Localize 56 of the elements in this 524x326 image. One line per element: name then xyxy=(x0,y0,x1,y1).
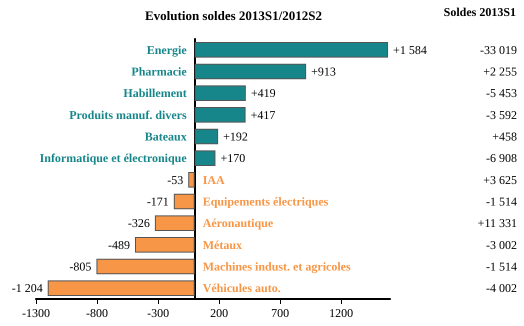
data-label: -53 xyxy=(167,172,184,187)
data-label: +913 xyxy=(311,64,336,78)
y-tick-label: Véhicules auto. xyxy=(202,281,281,296)
bar xyxy=(194,85,246,101)
y-tick-label: Bateaux xyxy=(144,130,187,144)
bar xyxy=(135,237,195,253)
y-tick-label: IAA xyxy=(202,172,226,187)
text: Soldes 2013S1 xyxy=(444,5,516,19)
bar xyxy=(188,172,195,188)
y-tick-label: Equipements électriques xyxy=(202,194,329,208)
x-tick-label: 700 xyxy=(271,306,290,320)
y-tick-label: Machines indust. et agricoles xyxy=(202,260,352,274)
bar xyxy=(154,215,195,231)
bar xyxy=(174,194,195,210)
text: -3 002 xyxy=(486,238,517,252)
text: -4 002 xyxy=(486,281,517,296)
x-tick-label: -1300 xyxy=(22,306,50,320)
bar xyxy=(96,258,195,274)
x-tick-label: -300 xyxy=(147,306,170,320)
text: -6 908 xyxy=(486,151,517,166)
x-tick-label: 200 xyxy=(210,306,228,320)
data-label: +419 xyxy=(250,86,276,100)
data-label: -171 xyxy=(146,194,169,208)
bar xyxy=(194,128,218,144)
data-label: -489 xyxy=(108,238,130,252)
text: +11 331 xyxy=(478,216,517,230)
data-label: -326 xyxy=(128,216,150,230)
data-label: +1 584 xyxy=(393,42,427,57)
y-tick-label: Métaux xyxy=(202,238,242,252)
text: -1 514 xyxy=(486,260,517,274)
data-label: +417 xyxy=(250,108,276,122)
data-label: -805 xyxy=(69,260,92,274)
bar xyxy=(194,64,306,80)
y-tick-label: Pharmacie xyxy=(131,64,188,78)
bar xyxy=(194,42,388,58)
text: +458 xyxy=(492,130,517,144)
data-label: +192 xyxy=(223,130,248,144)
y-tick-label: Informatique et électronique xyxy=(40,151,188,166)
data-label: +170 xyxy=(220,151,246,166)
x-tick-label: 1200 xyxy=(329,306,354,320)
y-tick-label: Produits manuf. divers xyxy=(69,108,188,122)
bar xyxy=(48,280,195,296)
chart-title: Evolution soldes 2013S1/2012S2 xyxy=(145,8,322,23)
text: -5 453 xyxy=(486,86,517,100)
y-tick-label: Energie xyxy=(146,42,188,57)
y-tick-label: Aéronautique xyxy=(202,216,274,230)
y-tick-label: Habillement xyxy=(123,86,187,100)
text: +3 625 xyxy=(483,172,517,187)
bar xyxy=(194,150,216,166)
text: -1 514 xyxy=(486,194,517,208)
x-tick-label: -800 xyxy=(86,306,108,320)
data-label: -1 204 xyxy=(12,281,43,296)
bar xyxy=(194,107,246,123)
text: +2 255 xyxy=(483,64,517,78)
text: -3 592 xyxy=(486,108,517,122)
text: -33 019 xyxy=(480,42,517,57)
